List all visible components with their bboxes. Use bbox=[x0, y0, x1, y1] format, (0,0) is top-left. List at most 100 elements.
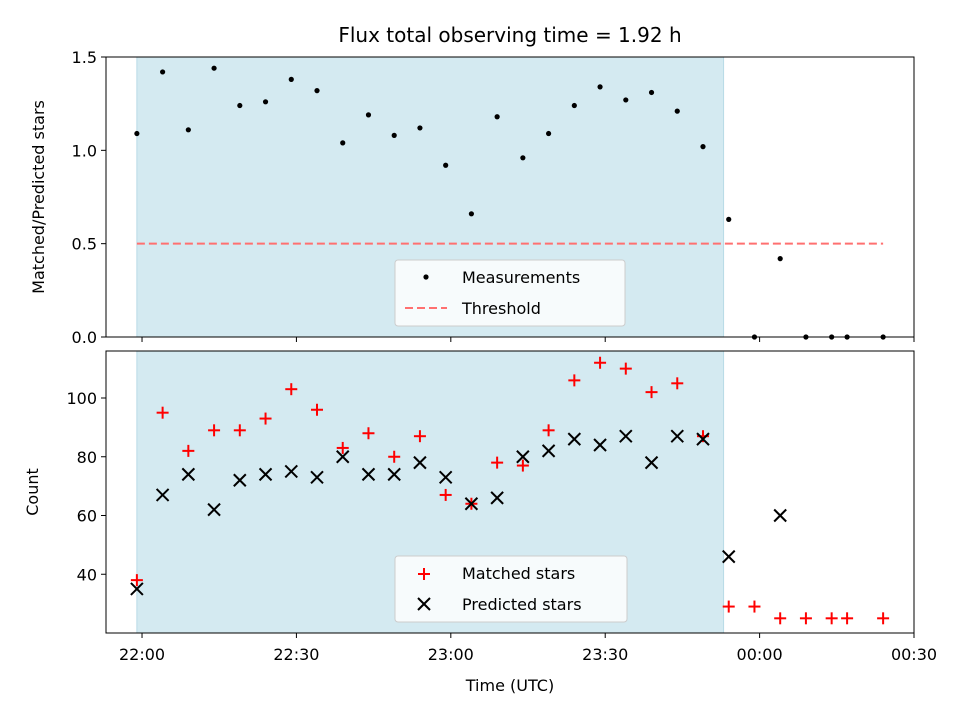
matched-star-point bbox=[516, 459, 529, 472]
legend-label-predicted-stars: Predicted stars bbox=[462, 595, 582, 614]
predicted-star-point bbox=[438, 470, 453, 485]
matched-star-point bbox=[748, 600, 761, 613]
top-y-ticks: 0.0 0.5 1.0 1.5 bbox=[72, 48, 106, 347]
predicted-star-point bbox=[541, 444, 556, 458]
matched-star-point bbox=[568, 374, 581, 387]
bottom-axes-frame bbox=[105, 350, 915, 634]
matched-star-point bbox=[336, 441, 349, 454]
measurement-point bbox=[443, 162, 449, 168]
matched-star-point bbox=[156, 406, 169, 419]
predicted-star-point bbox=[310, 470, 324, 485]
measurement-point bbox=[571, 102, 577, 109]
measurement-point bbox=[185, 127, 191, 133]
predicted-star-point bbox=[670, 429, 684, 443]
matched-star-point bbox=[671, 377, 684, 390]
matched-star-point bbox=[208, 424, 221, 437]
matched-star-point bbox=[645, 386, 658, 399]
predicted-star-point bbox=[567, 432, 582, 446]
matched-star-point bbox=[594, 356, 607, 369]
y-tick-label: 0.0 bbox=[72, 328, 97, 347]
predicted-star-point bbox=[722, 549, 736, 564]
predicted-star-point bbox=[336, 450, 350, 464]
matched-star-point bbox=[619, 362, 632, 375]
measurement-point bbox=[623, 97, 629, 103]
measurement-point bbox=[674, 108, 680, 114]
matched-star-point bbox=[491, 456, 504, 469]
top-legend: Measurements Threshold bbox=[394, 259, 626, 327]
measurement-point bbox=[134, 130, 140, 137]
measurement-point bbox=[160, 69, 166, 75]
y-tick-label: 100 bbox=[66, 389, 97, 408]
x-tick-label: 00:30 bbox=[891, 645, 937, 664]
y-tick-label: 1.5 bbox=[72, 48, 97, 67]
predicted-star-point bbox=[387, 467, 401, 482]
x-tick-label: 22:30 bbox=[273, 645, 319, 664]
predicted-star-point bbox=[258, 467, 273, 482]
predicted-star-point bbox=[413, 455, 427, 470]
y-tick-label: 80 bbox=[77, 448, 97, 467]
legend-label-measurements: Measurements bbox=[462, 268, 580, 287]
y-tick-label: 40 bbox=[77, 565, 97, 584]
legend-marker-predicted-stars bbox=[417, 597, 431, 611]
matched-star-point bbox=[439, 488, 452, 501]
measurement-point bbox=[417, 125, 423, 131]
predicted-star-point bbox=[490, 491, 504, 505]
y-tick-label: 60 bbox=[77, 507, 97, 526]
predicted-star-point bbox=[619, 429, 633, 443]
measurement-point bbox=[314, 88, 320, 94]
legend-label-threshold: Threshold bbox=[461, 299, 541, 318]
matched-star-point bbox=[285, 383, 298, 396]
matched-star-point bbox=[413, 430, 426, 443]
measurement-point bbox=[597, 84, 603, 90]
measurement-point bbox=[726, 216, 732, 222]
matched-star-point bbox=[182, 444, 195, 457]
measurement-point bbox=[288, 76, 294, 82]
matched-star-point bbox=[722, 600, 735, 613]
x-tick-label: 23:30 bbox=[582, 645, 628, 664]
bottom-legend: Matched stars Predicted stars bbox=[394, 555, 628, 623]
measurement-point bbox=[494, 114, 500, 120]
measurement-point bbox=[777, 256, 783, 262]
top-y-axis-label: Matched/Predicted stars bbox=[29, 100, 48, 294]
measurement-point bbox=[262, 99, 269, 105]
x-tick-label: 22:00 bbox=[119, 645, 165, 664]
y-tick-label: 0.5 bbox=[72, 235, 97, 254]
measurement-point bbox=[520, 155, 526, 161]
legend-marker-measurements bbox=[423, 274, 429, 280]
predicted-star-point bbox=[516, 450, 530, 464]
measurement-point bbox=[468, 211, 475, 217]
measurement-point bbox=[365, 112, 372, 118]
predicted-star-point bbox=[593, 438, 607, 452]
legend-label-matched-stars: Matched stars bbox=[462, 564, 575, 583]
predicted-star-point bbox=[155, 488, 170, 502]
matched-star-point bbox=[799, 612, 812, 625]
bottom-x-ticks: 22:00 22:30 23:00 23:30 00:00 00:30 bbox=[119, 633, 937, 664]
predicted-star-point bbox=[696, 432, 710, 446]
bottom-plot-area bbox=[130, 356, 890, 625]
y-tick-label: 1.0 bbox=[72, 141, 97, 160]
measurement-point bbox=[545, 130, 552, 137]
matched-star-point bbox=[877, 612, 890, 625]
matched-star-point bbox=[259, 412, 272, 425]
x-axis-label: Time (UTC) bbox=[465, 676, 554, 695]
bottom-y-ticks: 40 60 80 100 bbox=[66, 389, 106, 584]
x-tick-label: 00:00 bbox=[737, 645, 783, 664]
top-axes-frame bbox=[105, 56, 915, 338]
matched-star-point bbox=[362, 427, 375, 440]
top-panel: 0.0 0.5 1.0 1.5 Matched/Predicted stars Mea… bbox=[29, 48, 915, 347]
measurement-point bbox=[340, 140, 346, 146]
matched-star-point bbox=[311, 403, 324, 416]
predicted-star-point bbox=[207, 502, 221, 517]
matched-star-point bbox=[825, 612, 838, 625]
x-tick-label: 23:00 bbox=[428, 645, 474, 664]
predicted-star-point bbox=[181, 467, 196, 482]
bottom-panel: 40 60 80 100 22:00 22:30 23:00 23:30 00:00 00:30… bbox=[23, 350, 937, 695]
measurement-point bbox=[237, 102, 243, 109]
bottom-y-axis-label: Count bbox=[23, 468, 42, 516]
matched-star-point bbox=[233, 424, 246, 437]
matched-star-point bbox=[388, 450, 401, 463]
predicted-star-point bbox=[233, 473, 247, 487]
top-plot-area bbox=[134, 65, 886, 340]
measurement-point bbox=[700, 144, 706, 150]
